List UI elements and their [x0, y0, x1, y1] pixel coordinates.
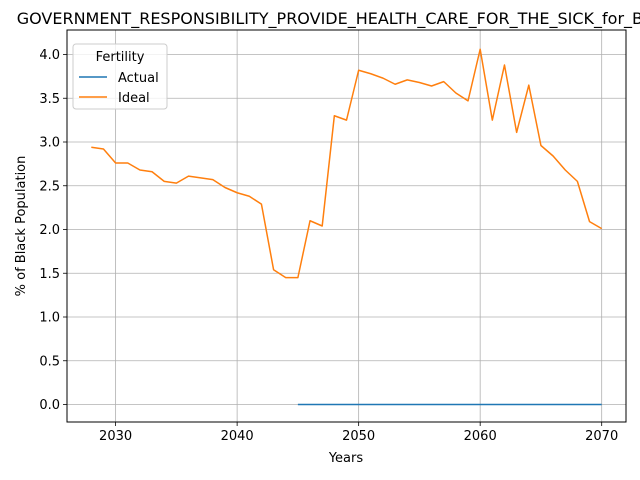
x-tick-label: 2060 [464, 429, 497, 444]
x-tick-label: 2030 [99, 429, 132, 444]
y-tick-label: 3.0 [39, 136, 60, 151]
x-axis-title: Years [328, 451, 364, 466]
x-tick-label: 2050 [342, 429, 375, 444]
x-tick-label: 2070 [585, 429, 618, 444]
x-axis-ticks: 2030 2040 2050 2060 2070 [99, 422, 618, 444]
legend: Fertility Actual Ideal [72, 43, 168, 110]
chart-title: GOVERNMENT_RESPONSIBILITY_PROVIDE_HEALTH… [17, 9, 640, 29]
legend-label-ideal: Ideal [118, 91, 150, 106]
y-axis-title: % of Black Population [14, 156, 29, 297]
y-tick-label: 3.5 [39, 92, 60, 107]
plot-frame [66, 29, 627, 423]
series-line-ideal [91, 48, 603, 279]
y-tick-label: 1.0 [39, 311, 60, 326]
legend-title: Fertility [96, 50, 145, 65]
y-tick-label: 0.0 [39, 398, 60, 413]
legend-box [72, 43, 168, 110]
y-tick-label: 0.5 [39, 354, 60, 369]
series-layer [91, 48, 603, 406]
y-axis-ticks: 0.0 0.5 1.0 1.5 2.0 2.5 3.0 3.5 4.0 [39, 48, 67, 413]
y-gridlines [67, 54, 626, 405]
legend-label-actual: Actual [118, 71, 159, 86]
y-tick-label: 1.5 [39, 267, 60, 282]
x-tick-label: 2040 [221, 429, 254, 444]
y-tick-label: 2.0 [39, 223, 60, 238]
y-tick-label: 2.5 [39, 179, 60, 194]
y-tick-label: 4.0 [39, 48, 60, 63]
